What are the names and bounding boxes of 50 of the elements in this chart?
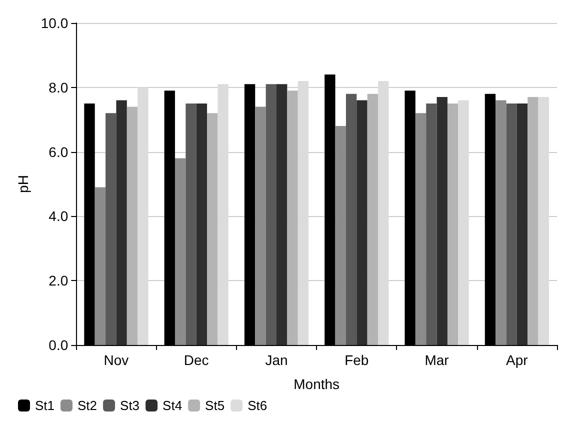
legend-label: St5 bbox=[205, 398, 225, 413]
bar bbox=[266, 84, 277, 345]
bar bbox=[138, 87, 148, 345]
bar bbox=[298, 80, 309, 345]
legend-label: St3 bbox=[120, 398, 140, 413]
bar bbox=[335, 126, 346, 345]
y-axis-title: pH bbox=[15, 175, 31, 193]
legend-label: St2 bbox=[78, 398, 98, 413]
bar bbox=[186, 104, 196, 345]
bar bbox=[436, 97, 448, 345]
bar bbox=[94, 187, 106, 345]
bar bbox=[346, 94, 357, 345]
bar bbox=[255, 106, 266, 345]
bar bbox=[415, 113, 426, 345]
bar bbox=[126, 106, 138, 345]
y-tick-label: 0.0 bbox=[48, 337, 68, 353]
bar bbox=[116, 100, 127, 345]
bar bbox=[458, 100, 469, 345]
legend-label: St4 bbox=[162, 398, 182, 413]
bar bbox=[538, 97, 549, 345]
bar bbox=[496, 100, 506, 345]
bar bbox=[196, 104, 208, 345]
bar bbox=[356, 100, 368, 345]
bar bbox=[106, 113, 116, 345]
bar bbox=[367, 94, 378, 345]
x-tick-label: Jan bbox=[265, 352, 288, 368]
x-tick-label: Apr bbox=[506, 352, 528, 368]
bar bbox=[218, 84, 228, 345]
bar bbox=[378, 80, 389, 345]
bar bbox=[174, 158, 186, 345]
x-tick-label: Feb bbox=[344, 352, 369, 368]
y-tick-label: 6.0 bbox=[48, 144, 68, 160]
bar bbox=[426, 104, 437, 345]
y-tick-label: 4.0 bbox=[48, 208, 68, 224]
y-tick-label: 10.0 bbox=[40, 15, 68, 31]
bar bbox=[506, 104, 517, 345]
y-tick-label: 8.0 bbox=[48, 79, 68, 96]
bar bbox=[516, 104, 528, 345]
x-tick-label: Dec bbox=[184, 352, 209, 368]
bar bbox=[207, 113, 218, 345]
legend-label: St1 bbox=[35, 398, 55, 413]
x-tick-label: Mar bbox=[424, 352, 450, 368]
bar bbox=[276, 84, 288, 345]
bar bbox=[447, 104, 458, 345]
bar bbox=[287, 90, 298, 345]
legend-label: St6 bbox=[248, 398, 268, 413]
y-tick-label: 2.0 bbox=[48, 272, 68, 289]
bar bbox=[528, 97, 538, 345]
x-axis-title: Months bbox=[294, 376, 340, 392]
x-tick-label: Nov bbox=[104, 352, 129, 368]
